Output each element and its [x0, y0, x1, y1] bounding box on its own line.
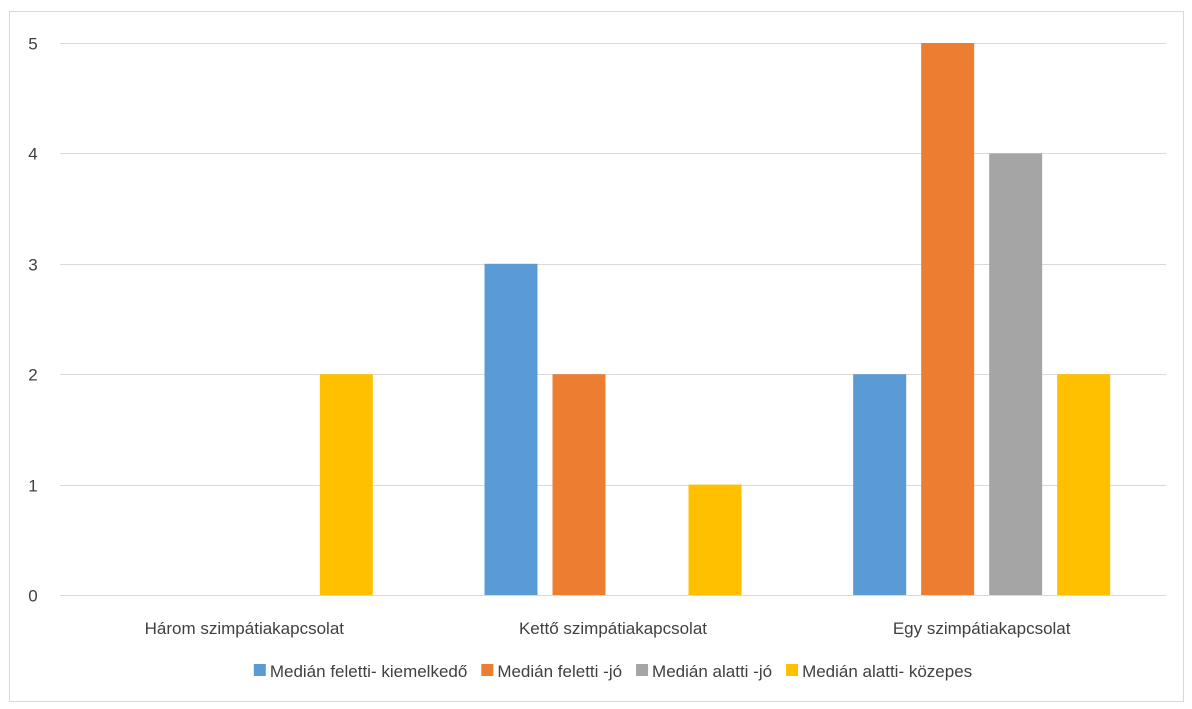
bar: [552, 374, 606, 595]
bar: [1057, 374, 1111, 595]
x-category-label: Kettő szimpátiakapcsolat: [519, 619, 707, 638]
bar: [989, 153, 1043, 595]
bar: [688, 484, 742, 595]
y-tick-label: 5: [28, 35, 37, 54]
bar: [853, 374, 907, 595]
legend-item: Medián feletti -jó: [481, 662, 622, 681]
legend-swatch: [253, 664, 266, 676]
y-axis-ticks: 0 1 2 3 4 5: [28, 35, 37, 606]
legend-label: Medián alatti- közepes: [802, 662, 972, 681]
bar: [319, 374, 373, 595]
y-tick-label: 3: [28, 256, 37, 275]
legend-swatch: [481, 664, 494, 676]
x-category-label: Egy szimpátiakapcsolat: [893, 619, 1071, 638]
y-tick-label: 0: [28, 587, 37, 606]
gridlines: [60, 43, 1166, 486]
legend-item: Medián feletti- kiemelkedő: [253, 662, 467, 681]
legend-item: Medián alatti -jó: [636, 662, 772, 681]
x-category-label: Három szimpátiakapcsolat: [145, 619, 345, 638]
legend-swatch: [786, 664, 799, 676]
y-tick-label: 2: [28, 366, 37, 385]
legend-label: Medián feletti -jó: [497, 662, 622, 681]
x-axis-categories: Három szimpátiakapcsolat Kettő szimpátiak…: [145, 619, 1071, 638]
legend-label: Medián feletti- kiemelkedő: [270, 662, 467, 681]
bar: [484, 263, 538, 595]
bar: [921, 43, 975, 595]
legend-swatch: [636, 664, 649, 676]
y-tick-label: 1: [28, 477, 37, 496]
legend: Medián feletti- kiemelkedő Medián feletti…: [253, 662, 972, 681]
bars: [319, 43, 1111, 595]
legend-label: Medián alatti -jó: [652, 662, 772, 681]
y-tick-label: 4: [28, 145, 37, 164]
legend-item: Medián alatti- közepes: [786, 662, 972, 681]
